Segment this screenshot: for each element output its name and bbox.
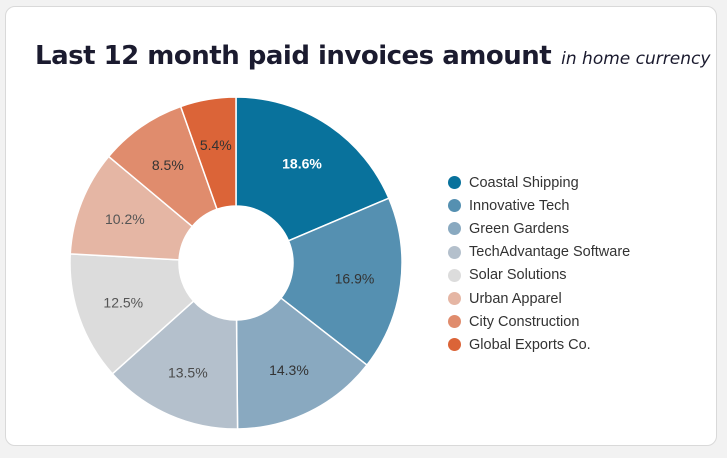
slice-innovative-tech[interactable] <box>279 197 403 367</box>
legend-swatch <box>448 245 461 259</box>
legend-item-city-construction[interactable]: City Construction <box>448 310 630 333</box>
legend-label: Global Exports Co. <box>469 336 591 353</box>
slice-label-techadvantage-software: 13.5% <box>168 364 208 380</box>
legend-swatch <box>448 268 461 282</box>
legend-label: Urban Apparel <box>469 290 562 307</box>
chart-title: Last 12 month paid invoices amount <box>35 41 552 71</box>
slice-green-gardens[interactable] <box>235 296 368 430</box>
legend-item-urban-apparel[interactable]: Urban Apparel <box>448 287 630 310</box>
legend-label: Coastal Shipping <box>469 174 579 191</box>
legend-item-solar-solutions[interactable]: Solar Solutions <box>448 264 630 287</box>
legend-swatch <box>448 338 461 352</box>
legend-item-green-gardens[interactable]: Green Gardens <box>448 217 630 240</box>
slice-label-coastal-shipping: 18.6% <box>282 155 322 171</box>
slice-label-city-construction: 8.5% <box>152 157 184 173</box>
legend-item-coastal-shipping[interactable]: Coastal Shipping <box>448 171 630 194</box>
chart-legend: Coastal Shipping Innovative Tech Green Gar… <box>448 171 630 357</box>
title-row: Last 12 month paid invoices amount in hom… <box>35 41 710 71</box>
slice-label-green-gardens: 14.3% <box>269 362 309 378</box>
legend-swatch <box>448 199 461 213</box>
legend-item-innovative-tech[interactable]: Innovative Tech <box>448 194 630 217</box>
donut-chart: 18.6% 16.9% 14.3% 13.5% 12.5% 10.2% 8.5% 5.4% <box>69 96 403 430</box>
slice-global-exports-co[interactable] <box>179 96 237 211</box>
legend-swatch <box>448 292 461 306</box>
legend-item-techadvantage-software[interactable]: TechAdvantage Software <box>448 241 630 264</box>
chart-subtitle: in home currency <box>561 49 711 69</box>
legend-label: Solar Solutions <box>469 267 567 284</box>
slice-label-innovative-tech: 16.9% <box>335 271 375 287</box>
slice-techadvantage-software[interactable] <box>111 300 239 430</box>
slice-solar-solutions[interactable] <box>69 253 195 375</box>
slice-label-solar-solutions: 12.5% <box>103 295 143 311</box>
legend-swatch <box>448 315 461 329</box>
chart-card: Last 12 month paid invoices amount in hom… <box>5 6 717 446</box>
slice-label-global-exports-co: 5.4% <box>200 137 232 153</box>
legend-swatch <box>448 222 461 236</box>
legend-label: Green Gardens <box>469 220 569 237</box>
legend-label: City Construction <box>469 313 580 330</box>
legend-label: TechAdvantage Software <box>469 244 631 261</box>
legend-label: Innovative Tech <box>469 197 570 214</box>
slice-coastal-shipping[interactable] <box>235 96 390 242</box>
legend-swatch <box>448 176 461 190</box>
legend-item-global-exports-co[interactable]: Global Exports Co. <box>448 333 630 356</box>
slice-label-urban-apparel: 10.2% <box>105 211 145 227</box>
